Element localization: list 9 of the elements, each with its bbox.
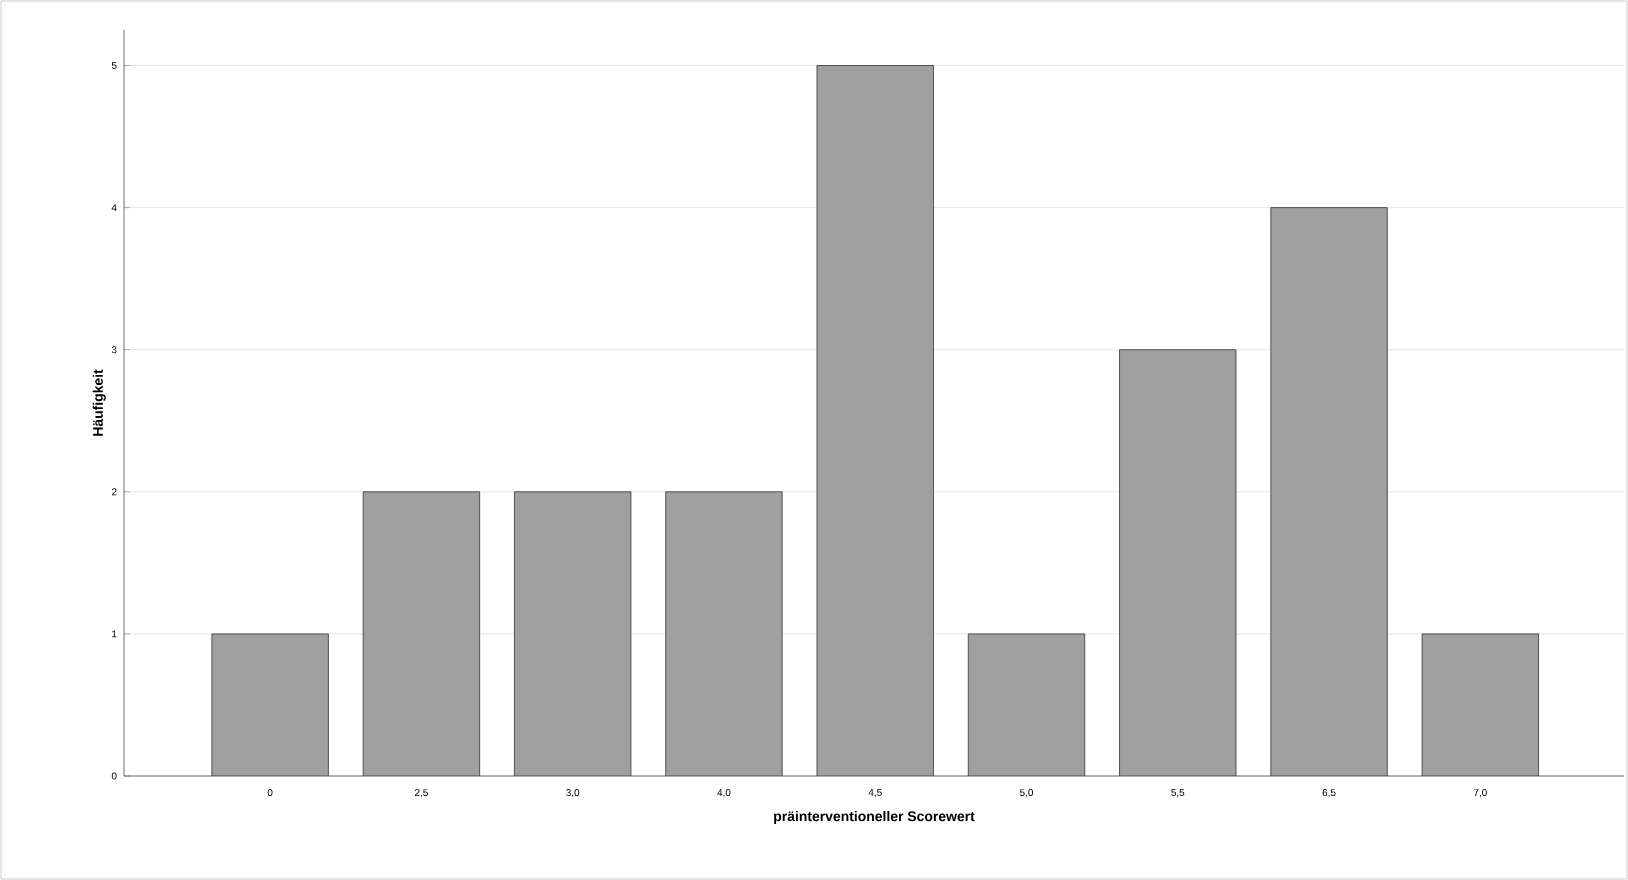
bar bbox=[1119, 349, 1237, 776]
bar bbox=[1270, 207, 1388, 776]
bar bbox=[1421, 633, 1539, 776]
bar bbox=[816, 65, 934, 776]
bar bbox=[665, 491, 783, 776]
bar bbox=[362, 491, 481, 776]
bar bbox=[211, 633, 329, 776]
bar bbox=[967, 633, 1086, 776]
bar bbox=[514, 491, 632, 776]
